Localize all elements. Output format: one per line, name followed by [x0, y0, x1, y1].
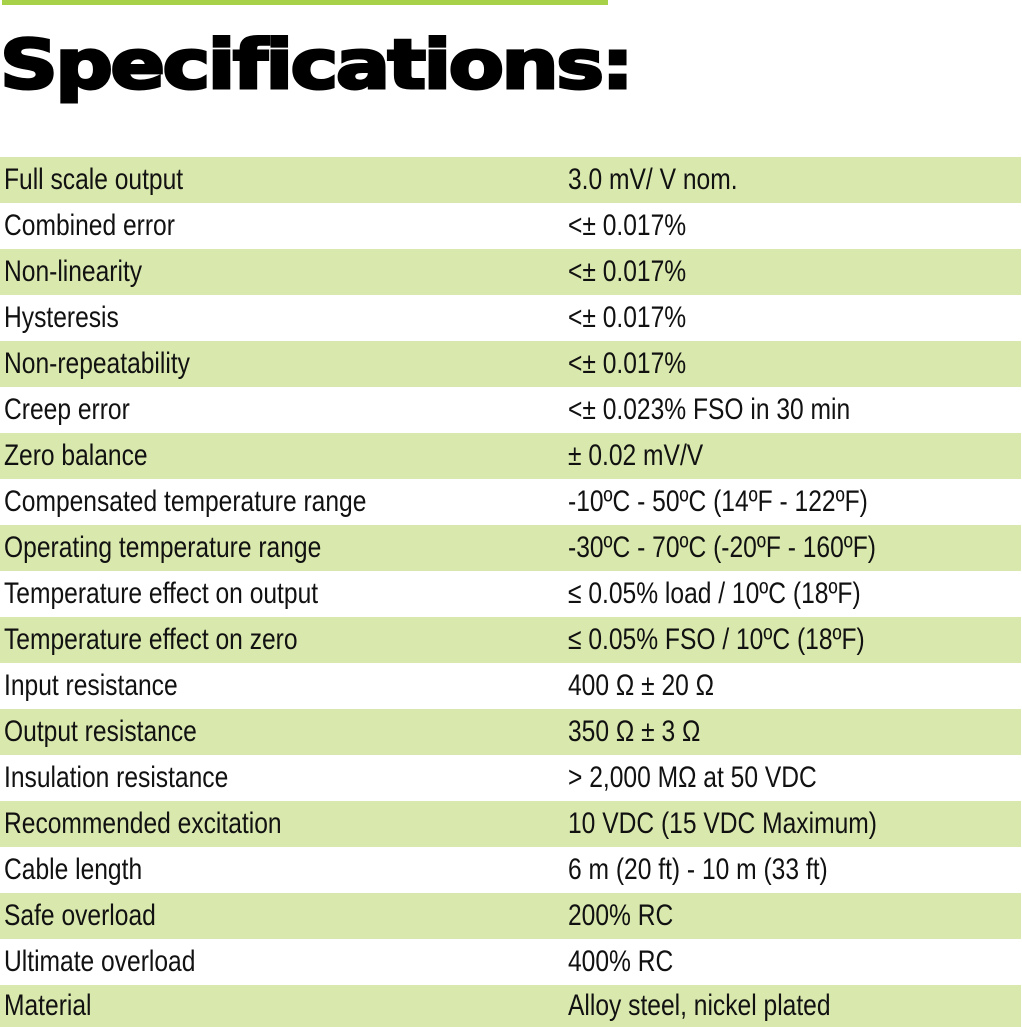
- spec-value: ± 0.02 mV/V: [568, 439, 704, 472]
- spec-value: <± 0.017%: [568, 301, 687, 334]
- spec-row: Hysteresis <± 0.017%: [0, 295, 1021, 341]
- spec-value: Alloy steel, nickel plated: [568, 989, 831, 1022]
- spec-row: Compensated temperature range -10ºC - 50º…: [0, 479, 1021, 525]
- spec-value: 3.0 mV/ V nom.: [568, 163, 738, 196]
- spec-label: Cable length: [4, 853, 143, 886]
- spec-label: Creep error: [4, 393, 130, 426]
- spec-row: Cable length 6 m (20 ft) - 10 m (33 ft): [0, 847, 1021, 893]
- spec-label: Full scale output: [4, 163, 184, 196]
- spec-row: Combined error <± 0.017%: [0, 203, 1021, 249]
- spec-row: Insulation resistance > 2,000 MΩ at 50 VD…: [0, 755, 1021, 801]
- spec-row: Non-repeatability <± 0.017%: [0, 341, 1021, 387]
- spec-value: 400 Ω ± 20 Ω: [568, 669, 715, 702]
- spec-label: Hysteresis: [4, 301, 119, 334]
- spec-value: > 2,000 MΩ at 50 VDC: [568, 761, 817, 794]
- spec-row: Temperature effect on zero ≤ 0.05% FSO / …: [0, 617, 1021, 663]
- spec-row: Material Alloy steel, nickel plated: [0, 985, 1021, 1027]
- spec-value: ≤ 0.05% load / 10ºC (18ºF): [568, 577, 861, 610]
- page-title: Specifications:: [0, 25, 636, 107]
- spec-label: Output resistance: [4, 715, 197, 748]
- spec-label: Input resistance: [4, 669, 178, 702]
- spec-row: Safe overload 200% RC: [0, 893, 1021, 939]
- spec-value: -10ºC - 50ºC (14ºF - 122ºF): [568, 485, 868, 518]
- spec-value: -30ºC - 70ºC (-20ºF - 160ºF): [568, 531, 876, 564]
- spec-value: 10 VDC (15 VDC Maximum): [568, 807, 877, 840]
- spec-value: <± 0.017%: [568, 255, 687, 288]
- spec-label: Temperature effect on output: [4, 577, 319, 610]
- spec-label: Ultimate overload: [4, 945, 196, 978]
- spec-label: Material: [4, 989, 92, 1022]
- spec-row: Operating temperature range -30ºC - 70ºC …: [0, 525, 1021, 571]
- spec-row: Output resistance 350 Ω ± 3 Ω: [0, 709, 1021, 755]
- spec-value: <± 0.017%: [568, 209, 687, 242]
- spec-row: Zero balance ± 0.02 mV/V: [0, 433, 1021, 479]
- spec-value: 6 m (20 ft) - 10 m (33 ft): [568, 853, 828, 886]
- spec-label: Compensated temperature range: [4, 485, 367, 518]
- spec-row: Full scale output 3.0 mV/ V nom.: [0, 157, 1021, 203]
- spec-label: Zero balance: [4, 439, 148, 472]
- spec-row: Ultimate overload 400% RC: [0, 939, 1021, 985]
- top-accent-rule: [2, 0, 608, 5]
- spec-row: Temperature effect on output ≤ 0.05% load…: [0, 571, 1021, 617]
- spec-label: Safe overload: [4, 899, 156, 932]
- spec-value: 400% RC: [568, 945, 674, 978]
- specifications-table: Full scale output 3.0 mV/ V nom. Combined…: [0, 157, 1021, 1027]
- spec-row: Input resistance 400 Ω ± 20 Ω: [0, 663, 1021, 709]
- spec-row: Recommended excitation 10 VDC (15 VDC Max…: [0, 801, 1021, 847]
- spec-label: Temperature effect on zero: [4, 623, 298, 656]
- spec-label: Non-repeatability: [4, 347, 190, 380]
- spec-row: Non-linearity <± 0.017%: [0, 249, 1021, 295]
- spec-value: <± 0.023% FSO in 30 min: [568, 393, 851, 426]
- spec-value: ≤ 0.05% FSO / 10ºC (18ºF): [568, 623, 865, 656]
- spec-value: 200% RC: [568, 899, 674, 932]
- spec-label: Combined error: [4, 209, 175, 242]
- spec-value: <± 0.017%: [568, 347, 687, 380]
- spec-row: Creep error <± 0.023% FSO in 30 min: [0, 387, 1021, 433]
- spec-label: Insulation resistance: [4, 761, 229, 794]
- spec-value: 350 Ω ± 3 Ω: [568, 715, 701, 748]
- spec-label: Recommended excitation: [4, 807, 282, 840]
- spec-label: Non-linearity: [4, 255, 143, 288]
- spec-label: Operating temperature range: [4, 531, 322, 564]
